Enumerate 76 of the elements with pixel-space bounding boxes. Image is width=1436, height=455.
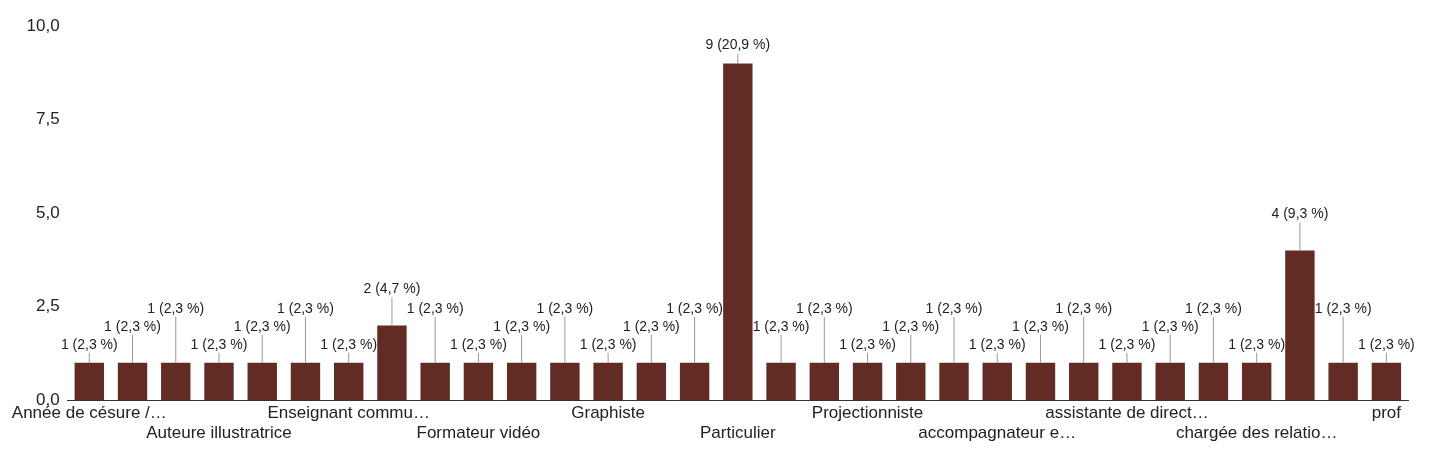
bar bbox=[939, 362, 969, 401]
bar bbox=[766, 362, 796, 401]
data-label: 1 (2,3 %) bbox=[666, 299, 723, 316]
y-tick-label: 5,0 bbox=[36, 202, 60, 222]
data-label: 1 (2,3 %) bbox=[752, 317, 810, 334]
bar bbox=[290, 362, 321, 401]
bar bbox=[463, 362, 494, 401]
data-label: 1 (2,3 %) bbox=[1314, 299, 1372, 316]
x-tick-label: Auteure illustratrice bbox=[146, 423, 292, 443]
bar bbox=[247, 362, 277, 401]
data-label: 4 (9,3 %) bbox=[1271, 205, 1329, 222]
x-tick-label: chargée des relatio… bbox=[1175, 423, 1338, 443]
x-tick-label: Graphiste bbox=[571, 403, 645, 423]
data-label: 1 (2,3 %) bbox=[1012, 317, 1069, 334]
data-label: 1 (2,3 %) bbox=[147, 299, 205, 316]
data-label: 1 (2,3 %) bbox=[233, 317, 291, 334]
bar bbox=[74, 362, 104, 401]
bar bbox=[377, 325, 407, 401]
x-tick-label: accompagnateur e… bbox=[918, 423, 1077, 443]
bar bbox=[593, 362, 623, 401]
data-label: 1 (2,3 %) bbox=[450, 335, 507, 352]
data-label: 1 (2,3 %) bbox=[1098, 335, 1156, 352]
x-tick-label: Formateur vidéo bbox=[416, 423, 541, 443]
data-label: 2 (4,7 %) bbox=[363, 280, 421, 297]
data-label: 1 (2,3 %) bbox=[493, 317, 551, 334]
data-label: 1 (2,3 %) bbox=[622, 317, 680, 334]
data-label: 1 (2,3 %) bbox=[795, 299, 853, 316]
bar bbox=[1025, 362, 1056, 401]
data-label: 1 (2,3 %) bbox=[882, 317, 940, 334]
bar bbox=[1241, 362, 1272, 401]
bar bbox=[809, 362, 840, 401]
data-label: 1 (2,3 %) bbox=[839, 335, 896, 352]
bar bbox=[679, 362, 710, 401]
bar bbox=[1069, 362, 1099, 401]
data-label: 1 (2,3 %) bbox=[406, 299, 464, 316]
bar bbox=[506, 362, 537, 401]
data-label: 1 (2,3 %) bbox=[190, 335, 248, 352]
bar bbox=[334, 362, 364, 401]
bar bbox=[1371, 362, 1402, 401]
data-label: 1 (2,3 %) bbox=[1055, 299, 1113, 316]
data-label: 1 (2,3 %) bbox=[968, 335, 1026, 352]
bar bbox=[982, 362, 1012, 401]
bar bbox=[420, 362, 450, 401]
bar bbox=[723, 63, 753, 401]
data-label: 1 (2,3 %) bbox=[536, 299, 594, 316]
x-tick-label: Projectionniste bbox=[811, 403, 924, 423]
bar bbox=[852, 362, 883, 401]
data-label: 1 (2,3 %) bbox=[277, 299, 334, 316]
data-label: 1 (2,3 %) bbox=[1185, 299, 1242, 316]
x-tick-label: Enseignant commu… bbox=[267, 403, 430, 423]
x-tick-label: prof bbox=[1371, 403, 1402, 423]
data-label: 1 (2,3 %) bbox=[1141, 317, 1199, 334]
bar bbox=[636, 362, 667, 401]
data-label: 1 (2,3 %) bbox=[1357, 335, 1415, 352]
y-tick-label: 7,5 bbox=[36, 109, 60, 129]
data-label: 1 (2,3 %) bbox=[925, 299, 983, 316]
y-tick-label: 10,0 bbox=[26, 15, 60, 35]
bar bbox=[1285, 250, 1315, 401]
bar bbox=[1198, 362, 1229, 401]
data-label: 1 (2,3 %) bbox=[104, 317, 161, 334]
bar bbox=[896, 362, 926, 401]
x-tick-label: Particulier bbox=[700, 423, 776, 443]
bar bbox=[1328, 362, 1358, 401]
bar bbox=[550, 362, 580, 401]
data-label: 9 (20,9 %) bbox=[705, 36, 771, 53]
data-label: 1 (2,3 %) bbox=[320, 335, 378, 352]
bar bbox=[117, 362, 148, 401]
bar bbox=[161, 362, 191, 401]
bar bbox=[1112, 362, 1142, 401]
data-label: 1 (2,3 %) bbox=[579, 335, 637, 352]
data-label: 1 (2,3 %) bbox=[1228, 335, 1286, 352]
bar bbox=[204, 362, 234, 401]
bar bbox=[1155, 362, 1185, 401]
data-label: 1 (2,3 %) bbox=[60, 335, 118, 352]
x-tick-label: assistante de direct… bbox=[1045, 403, 1209, 423]
y-tick-label: 2,5 bbox=[36, 296, 60, 316]
